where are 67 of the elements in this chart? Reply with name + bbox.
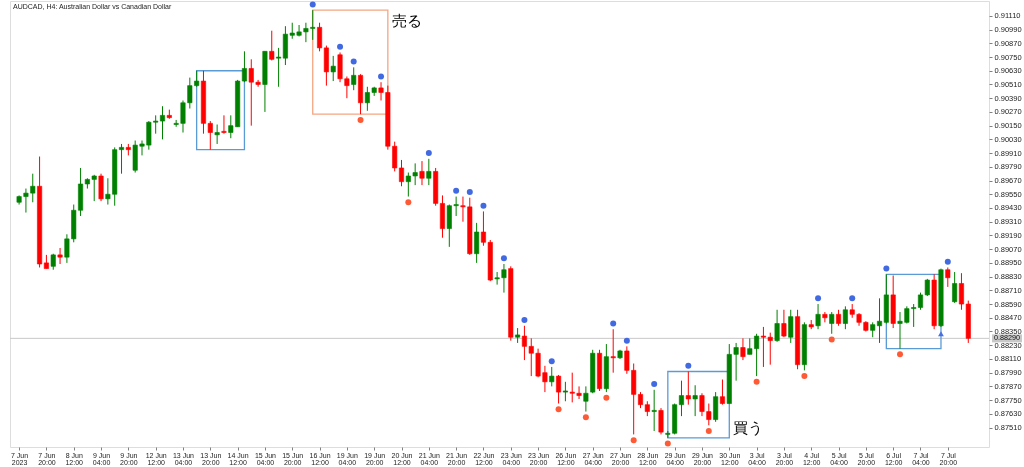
candlestick	[685, 371, 691, 406]
candlestick	[556, 374, 562, 405]
candlestick	[419, 160, 425, 186]
point	[357, 116, 364, 123]
annotation: 売る	[391, 12, 422, 31]
candlestick	[692, 384, 698, 417]
point	[555, 406, 562, 413]
candlestick	[549, 366, 555, 387]
candlestick	[658, 407, 664, 435]
point	[309, 1, 316, 8]
point	[582, 414, 589, 421]
point	[883, 265, 890, 272]
point	[453, 187, 460, 194]
candlestick	[822, 311, 828, 323]
point	[548, 358, 555, 365]
point	[849, 295, 856, 302]
point	[466, 188, 473, 195]
candlestick	[610, 328, 616, 374]
point	[828, 336, 835, 343]
candlestick	[651, 389, 657, 432]
candlestick	[98, 173, 104, 202]
point	[685, 362, 692, 369]
candlestick	[583, 385, 589, 413]
point	[623, 337, 630, 344]
candlestick	[829, 311, 835, 335]
candlestick	[781, 309, 787, 338]
candlestick	[945, 266, 951, 288]
candlestick	[214, 124, 220, 145]
point	[897, 351, 904, 358]
point	[378, 73, 385, 80]
point	[801, 373, 808, 380]
point	[664, 440, 671, 447]
candlestick	[276, 47, 282, 88]
candlestick	[815, 303, 821, 330]
point	[425, 150, 432, 157]
point	[705, 428, 712, 434]
candlestick	[221, 114, 227, 135]
candlestick	[774, 309, 780, 343]
candlestick	[241, 50, 247, 83]
candlestick	[426, 158, 432, 186]
candlestick	[713, 391, 719, 423]
candlestick	[317, 22, 323, 52]
point	[521, 317, 528, 324]
candlestick	[57, 247, 63, 265]
point	[480, 202, 487, 209]
candlestick	[562, 381, 568, 402]
candlestick	[952, 271, 958, 304]
point	[500, 255, 507, 262]
candlestick	[842, 305, 848, 330]
point	[350, 58, 357, 65]
point	[610, 320, 617, 327]
candlestick	[719, 379, 725, 406]
point	[337, 43, 344, 50]
candlestick	[330, 55, 336, 82]
candlestick	[740, 337, 746, 361]
point	[944, 258, 951, 265]
point	[603, 394, 610, 401]
point	[651, 381, 658, 388]
annotation: 買う	[733, 418, 764, 437]
point	[630, 437, 637, 444]
point	[405, 199, 412, 206]
candlestick	[269, 30, 275, 61]
candlestick	[788, 309, 794, 344]
candlestick	[351, 66, 357, 91]
point	[815, 295, 822, 302]
candlestick	[474, 222, 480, 264]
point	[753, 378, 760, 385]
